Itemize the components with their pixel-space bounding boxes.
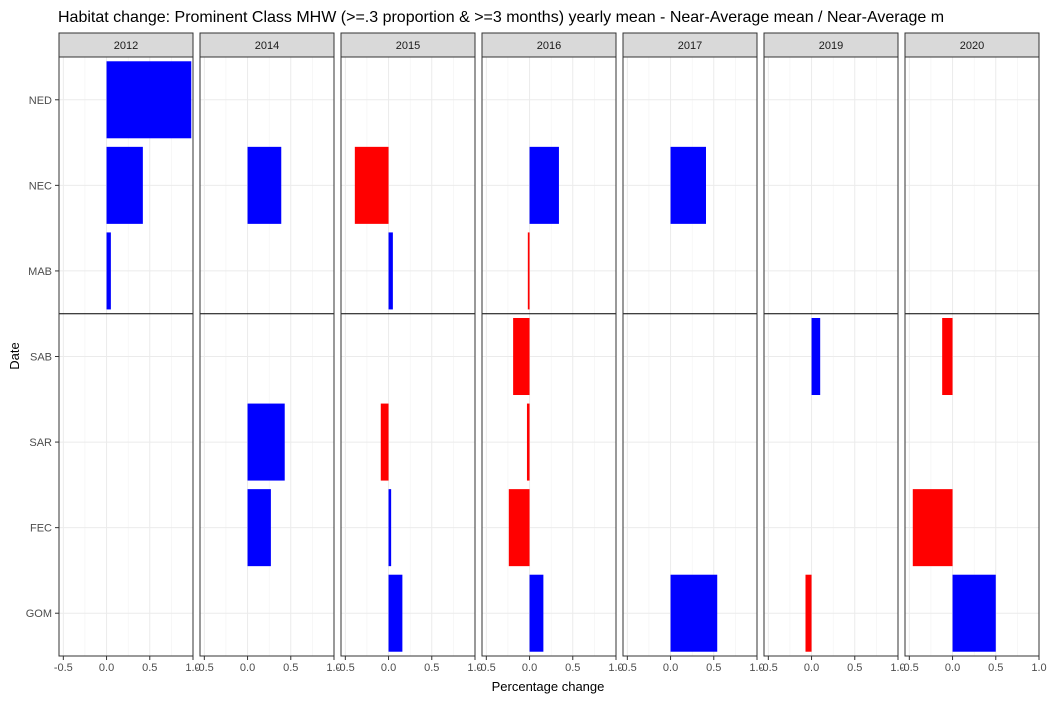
facet-panel-2014: 2014 -0.5 0.0 0.5 1.0 (195, 32, 342, 674)
panel-border (340, 56, 476, 657)
facet-panel-2012: 2012 -0.5 0.0 0.5 1.0 (54, 32, 201, 674)
bar-2016-NEC (529, 146, 559, 224)
x-tick-label: 0.0 (663, 662, 678, 674)
facet-panel-2016: 2016 -0.5 0.0 0.5 1.0 (477, 32, 624, 674)
bar-2012-MAB (106, 232, 111, 310)
bar-2015-SAR (380, 403, 389, 481)
x-tick-label: 0.5 (847, 662, 862, 674)
bar-2016-SAR (526, 403, 530, 481)
panel-border (481, 56, 617, 657)
chart-title: Habitat change: Prominent Class MHW (>=.… (58, 9, 944, 26)
x-axis-title: Percentage change (492, 679, 605, 694)
facet-label-2020: 2020 (960, 40, 984, 52)
facet-strip-2017 (622, 32, 758, 58)
facet-panel-2017: 2017 -0.5 0.0 0.5 1.0 (618, 32, 765, 674)
bar-2015-MAB (388, 232, 393, 310)
x-tick-label: 0.5 (283, 662, 298, 674)
x-tick-label: 0.0 (240, 662, 255, 674)
x-tick-label: 1.0 (749, 662, 764, 674)
bar-2016-FEC (508, 489, 530, 567)
panel-border (763, 56, 899, 657)
x-tick-label: 0.0 (99, 662, 114, 674)
bar-2020-FEC (912, 489, 953, 567)
facet-strip-2019 (763, 32, 899, 58)
bar-2015-FEC (388, 489, 392, 567)
facet-strip-2015 (340, 32, 476, 58)
x-tick-label: 0.0 (945, 662, 960, 674)
y-tick-label-SAR: SAR (29, 437, 52, 449)
x-tick-label: -0.5 (54, 662, 73, 674)
y-tick-label-FEC: FEC (30, 523, 52, 535)
y-tick-label-GOM: GOM (26, 608, 52, 620)
bar-2016-MAB (527, 232, 530, 310)
facet-label-2015: 2015 (396, 40, 420, 52)
x-tick-label: 0.0 (381, 662, 396, 674)
y-axis-title: Date (7, 342, 22, 369)
facet-panel-2015: 2015 -0.5 0.0 0.5 1.0 (336, 32, 483, 674)
x-tick-label: 0.0 (804, 662, 819, 674)
bar-2019-GOM (805, 574, 812, 652)
facet-label-2014: 2014 (255, 40, 279, 52)
bar-2014-SAR (247, 403, 285, 481)
facet-strip-2012 (58, 32, 194, 58)
y-tick-label-MAB: MAB (28, 266, 52, 278)
bar-2014-NEC (247, 146, 282, 224)
x-tick-label: 0.5 (706, 662, 721, 674)
x-tick-label: 1.0 (1031, 662, 1046, 674)
facet-label-2016: 2016 (537, 40, 561, 52)
x-tick-label: 1.0 (185, 662, 200, 674)
bar-2020-SAB (942, 317, 953, 396)
bar-2017-GOM (670, 574, 718, 652)
x-tick-label: -0.5 (477, 662, 496, 674)
x-tick-label: 0.5 (565, 662, 580, 674)
facet-label-2019: 2019 (819, 40, 843, 52)
facet-panel-2019: 2019 -0.5 0.0 0.5 1.0 (759, 32, 906, 674)
x-tick-label: 1.0 (326, 662, 341, 674)
x-tick-label: -0.5 (195, 662, 214, 674)
x-tick-label: 0.5 (988, 662, 1003, 674)
panel-border (622, 56, 758, 657)
x-tick-label: -0.5 (336, 662, 355, 674)
facet-panels: 2012 -0.5 0.0 0.5 1.0 2014 -0.5 0.0 0.5 1.0 2015 -0… (54, 32, 1047, 674)
x-tick-label: -0.5 (759, 662, 778, 674)
x-tick-label: -0.5 (900, 662, 919, 674)
bar-2012-NEC (106, 146, 143, 224)
x-tick-label: 1.0 (890, 662, 905, 674)
panel-border (199, 56, 335, 657)
facet-label-2017: 2017 (678, 40, 702, 52)
bar-2017-NEC (670, 146, 706, 224)
bar-2012-NED (106, 61, 192, 139)
bar-2016-GOM (529, 574, 544, 652)
bar-2016-SAB (513, 317, 530, 396)
bar-2020-GOM (952, 574, 996, 652)
facet-label-2012: 2012 (114, 40, 138, 52)
bar-2014-FEC (247, 489, 271, 567)
panel-border (904, 56, 1040, 657)
y-tick-label-NEC: NEC (29, 180, 52, 192)
y-tick-label-SAB: SAB (30, 352, 52, 364)
y-tick-label-NED: NED (29, 95, 52, 107)
x-tick-label: 0.5 (424, 662, 439, 674)
bar-2015-GOM (388, 574, 403, 652)
bar-2015-NEC (354, 146, 389, 224)
x-tick-label: 0.0 (522, 662, 537, 674)
x-tick-label: -0.5 (618, 662, 637, 674)
x-tick-label: 0.5 (142, 662, 157, 674)
y-axis: NED NEC MAB SAB SAR FEC GOM (26, 95, 59, 620)
x-tick-label: 1.0 (467, 662, 482, 674)
facet-panel-2020: 2020 -0.5 0.0 0.5 1.0 (900, 32, 1047, 674)
x-tick-label: 1.0 (608, 662, 623, 674)
bar-2019-SAB (811, 317, 821, 396)
